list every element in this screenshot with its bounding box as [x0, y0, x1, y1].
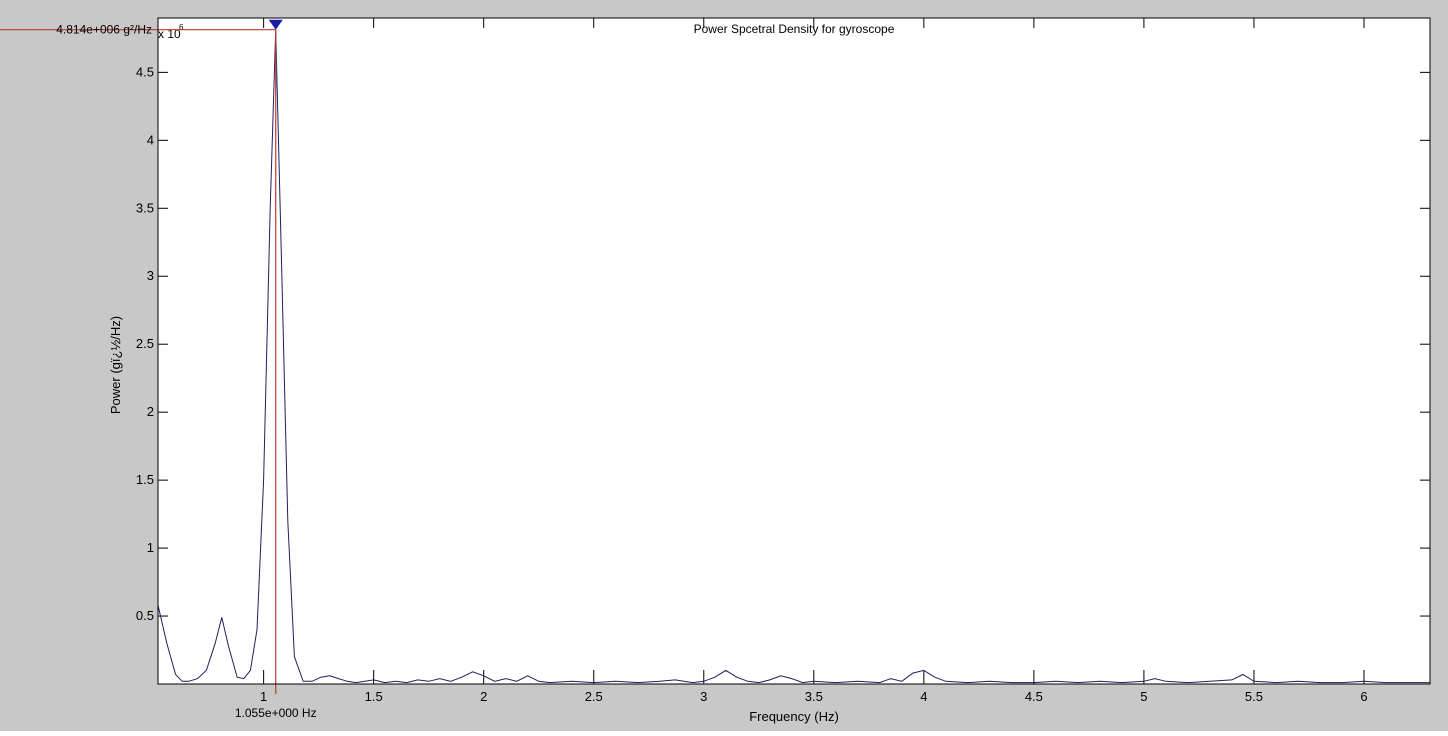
- x-tick-label: 4.5: [1025, 689, 1043, 704]
- y-tick-label: 0.5: [136, 608, 154, 623]
- x-tick-label: 1: [260, 689, 267, 704]
- chart-title: Power Spcetral Density for gyroscope: [694, 22, 895, 36]
- x-tick-label: 4: [920, 689, 927, 704]
- y-axis-label: Power (gï¿½/Hz): [108, 316, 123, 414]
- x-tick-label: 5.5: [1245, 689, 1263, 704]
- y-tick-label: 2: [147, 404, 154, 419]
- y-tick-label: 1.5: [136, 472, 154, 487]
- y-exponent-label: x 10: [158, 27, 181, 41]
- y-tick-label: 1: [147, 540, 154, 555]
- y-tick-label: 2.5: [136, 336, 154, 351]
- x-tick-label: 2: [480, 689, 487, 704]
- plot-frame: [157, 17, 1431, 685]
- y-tick-label: 4.5: [136, 64, 154, 79]
- y-axis-ticks: 0.5 1 1.5 2 2.5 3 3.5 4 4.5: [136, 64, 1430, 623]
- y-exponent-power: 6: [179, 23, 184, 32]
- plot-area: [158, 18, 1430, 684]
- x-tick-label: 3.5: [805, 689, 823, 704]
- y-tick-label: 3.5: [136, 200, 154, 215]
- x-axis-label: Frequency (Hz): [749, 709, 839, 724]
- x-tick-label: 1.5: [365, 689, 383, 704]
- series-line: [157, 29, 1430, 684]
- y-tick-label: 4: [147, 132, 154, 147]
- y-tick-label: 3: [147, 268, 154, 283]
- data-cursor-marker[interactable]: [268, 19, 283, 30]
- x-tick-label: 3: [700, 689, 707, 704]
- marker-x-label: 1.055e+000 Hz: [235, 706, 317, 720]
- marker-y-label: 4.814e+006 g²/Hz: [56, 23, 152, 37]
- x-tick-label: 6: [1360, 689, 1367, 704]
- x-tick-label: 5: [1140, 689, 1147, 704]
- x-tick-label: 2.5: [585, 689, 603, 704]
